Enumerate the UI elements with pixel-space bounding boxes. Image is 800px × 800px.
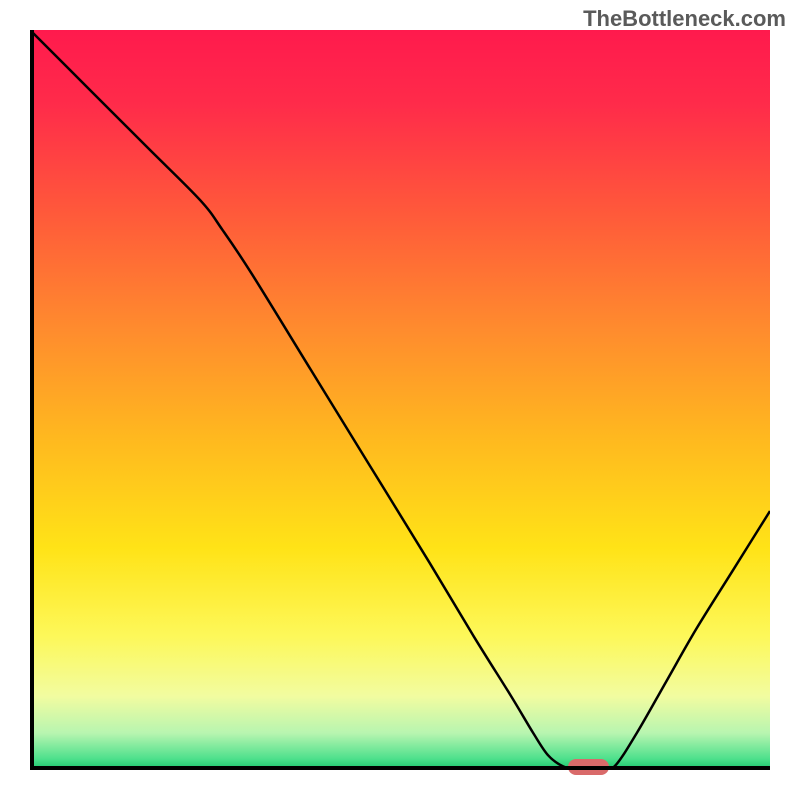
y-axis <box>30 30 34 770</box>
watermark-text: TheBottleneck.com <box>583 6 786 32</box>
bottleneck-curve <box>30 30 770 770</box>
x-axis <box>30 766 770 770</box>
bottleneck-chart <box>30 30 770 770</box>
curve-layer <box>30 30 770 770</box>
plot-area <box>30 30 770 770</box>
